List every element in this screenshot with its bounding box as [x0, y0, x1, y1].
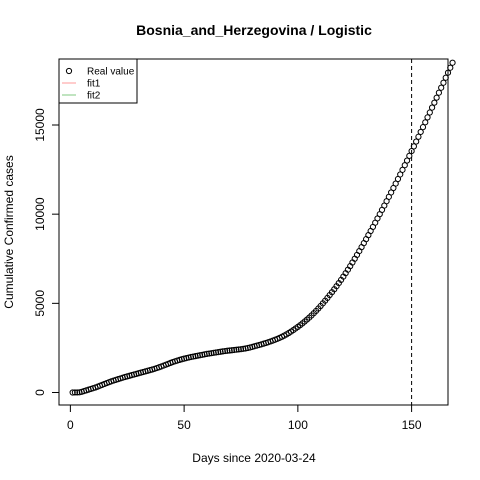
data-point	[233, 346, 240, 353]
x-axis-title: Days since 2020-03-24	[192, 451, 316, 465]
data-point	[226, 347, 233, 354]
data-point	[237, 346, 245, 353]
data-point	[187, 353, 195, 361]
y-axis-title: Cumulative Confirmed cases	[2, 155, 16, 308]
plot-area	[69, 59, 456, 396]
data-point	[415, 133, 422, 140]
data-point	[417, 128, 424, 136]
data-point	[435, 89, 443, 96]
data-point	[428, 104, 436, 111]
data-point	[426, 109, 433, 116]
data-point	[438, 84, 445, 91]
data-point	[422, 119, 429, 126]
data-point	[231, 346, 238, 354]
x-tick-label: 0	[67, 418, 74, 432]
y-tick-label: 10000	[33, 197, 47, 231]
y-tick-label: 0	[33, 389, 47, 396]
data-point	[449, 59, 456, 66]
data-point	[199, 351, 206, 358]
data-point	[212, 349, 220, 356]
data-point	[69, 389, 76, 396]
data-point	[440, 79, 447, 86]
data-point	[217, 348, 224, 355]
data-point	[203, 350, 210, 358]
data-point	[424, 114, 431, 121]
x-tick-label: 100	[288, 418, 308, 432]
chart-title: Bosnia_and_Herzegovina / Logistic	[136, 22, 372, 38]
legend-label: fit2	[87, 91, 101, 102]
data-point	[74, 389, 81, 396]
data-point	[431, 99, 438, 106]
data-point	[71, 389, 79, 396]
data-point	[194, 352, 201, 359]
data-point	[224, 347, 231, 354]
legend-marker-circle	[65, 67, 73, 75]
data-point	[235, 346, 242, 353]
data-point	[433, 94, 440, 101]
data-point	[219, 348, 226, 355]
data-point	[240, 345, 247, 352]
data-point	[413, 138, 420, 145]
x-tick-label: 150	[402, 418, 422, 432]
data-point	[215, 349, 222, 356]
y-tick-label: 5000	[33, 290, 47, 317]
data-point	[442, 74, 449, 81]
data-point	[419, 124, 427, 131]
plot-frame	[58, 58, 449, 406]
x-tick-label: 50	[177, 418, 191, 432]
data-point	[221, 347, 229, 355]
data-point	[447, 64, 454, 71]
legend-label: Real value	[87, 67, 135, 78]
data-point	[206, 350, 213, 357]
data-point	[210, 349, 217, 356]
data-point	[403, 157, 411, 164]
legend-label: fit1	[87, 79, 101, 90]
data-point	[406, 152, 413, 159]
data-point	[190, 353, 197, 360]
data-point	[228, 347, 235, 354]
data-point	[201, 351, 208, 358]
legend-box	[58, 58, 138, 104]
data-point	[444, 69, 452, 76]
data-point	[208, 350, 215, 357]
data-point	[192, 353, 199, 360]
data-point	[196, 352, 204, 359]
y-tick-label: 15000	[33, 108, 47, 142]
